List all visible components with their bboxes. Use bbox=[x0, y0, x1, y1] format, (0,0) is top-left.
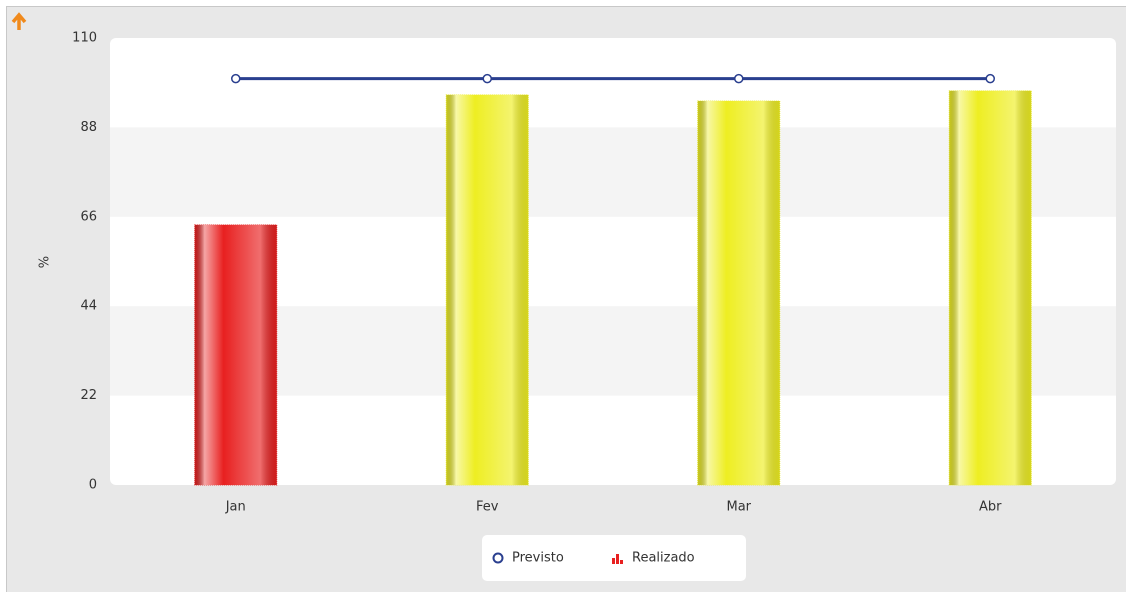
y-tick-label: 22 bbox=[80, 388, 97, 403]
legend-label: Realizado bbox=[632, 551, 695, 566]
legend-marker bbox=[494, 554, 503, 563]
x-tick-label: Fev bbox=[476, 500, 499, 515]
line-marker bbox=[735, 75, 743, 83]
x-tick-label: Mar bbox=[726, 500, 751, 515]
line-marker bbox=[986, 75, 994, 83]
line-marker bbox=[232, 75, 240, 83]
bar-shine bbox=[949, 91, 1031, 485]
y-tick-label: 110 bbox=[72, 31, 97, 46]
y-tick-label: 88 bbox=[80, 120, 97, 135]
legend-marker bbox=[620, 560, 623, 564]
line-marker bbox=[483, 75, 491, 83]
bar-shine bbox=[195, 225, 277, 485]
bar-shine bbox=[446, 95, 528, 485]
y-axis-label: % bbox=[38, 256, 53, 268]
legend-marker bbox=[616, 554, 619, 564]
legend-marker bbox=[612, 558, 615, 564]
legend-label: Previsto bbox=[512, 551, 564, 566]
y-tick-label: 66 bbox=[80, 209, 97, 224]
y-tick-label: 0 bbox=[89, 478, 97, 493]
y-tick-label: 44 bbox=[80, 299, 97, 314]
x-tick-label: Jan bbox=[225, 500, 246, 515]
x-tick-label: Abr bbox=[979, 500, 1002, 515]
bar-shine bbox=[698, 101, 780, 485]
